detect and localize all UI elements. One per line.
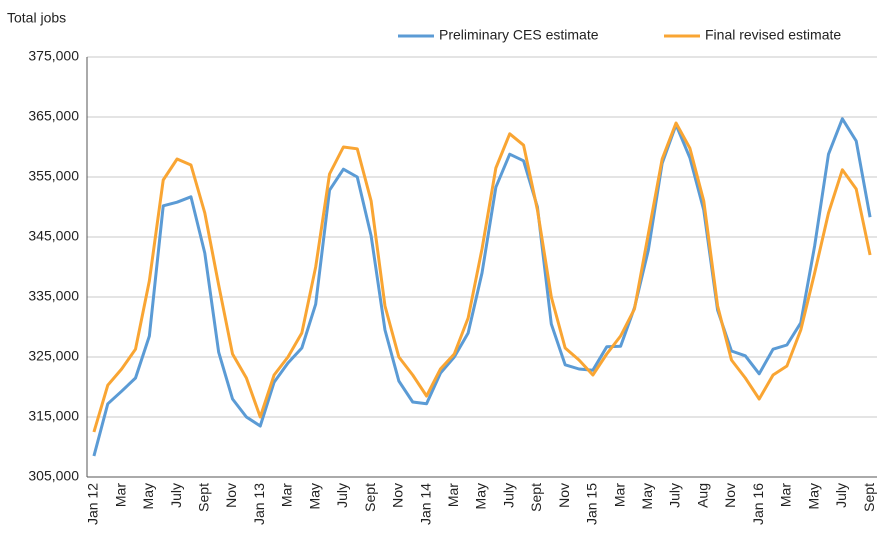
- y-tick-label: 305,000: [28, 468, 79, 484]
- x-tick-label: Mar: [279, 483, 295, 507]
- x-tick-label: Nov: [390, 483, 406, 508]
- x-tick-label: July: [667, 483, 683, 508]
- legend-label: Preliminary CES estimate: [439, 27, 599, 43]
- x-tick-label: Jan 13: [251, 483, 267, 525]
- x-tick-label: July: [500, 483, 516, 508]
- y-tick-label: 335,000: [28, 288, 79, 304]
- x-tick-label: Aug: [694, 483, 710, 508]
- data-line: [92, 117, 872, 457]
- y-tick-label: 365,000: [28, 108, 79, 124]
- x-tick-label: Mar: [112, 483, 128, 507]
- x-tick-label: May: [805, 483, 821, 509]
- y-tick-label: 325,000: [28, 348, 79, 364]
- x-tick-label: Sept: [528, 483, 544, 512]
- x-tick-label: Nov: [722, 483, 738, 508]
- y-tick-label: 315,000: [28, 408, 79, 424]
- x-tick-label: Jan 12: [85, 483, 101, 525]
- x-tick-label: Mar: [445, 483, 461, 507]
- x-tick-label: May: [473, 483, 489, 509]
- x-tick-label: Jan 16: [750, 483, 766, 525]
- x-tick-label: Sept: [196, 483, 212, 512]
- x-tick-label: Jan 15: [584, 483, 600, 525]
- x-tick-label: Jan 14: [417, 483, 433, 525]
- x-tick-label: Nov: [223, 483, 239, 508]
- x-tick-label: May: [306, 483, 322, 509]
- y-tick-label: 345,000: [28, 228, 79, 244]
- data-line: [92, 121, 872, 433]
- x-tick-label: Sept: [362, 483, 378, 512]
- y-tick-label: 355,000: [28, 168, 79, 184]
- x-tick-label: July: [168, 483, 184, 508]
- x-tick-label: May: [639, 483, 655, 509]
- x-tick-label: May: [140, 483, 156, 509]
- y-tick-label: 375,000: [28, 48, 79, 64]
- y-axis-title: Total jobs: [7, 10, 66, 26]
- x-tick-label: Nov: [556, 483, 572, 508]
- x-tick-label: Mar: [611, 483, 627, 507]
- x-tick-label: July: [334, 483, 350, 508]
- legend-label: Final revised estimate: [705, 27, 841, 43]
- x-tick-label: Mar: [778, 483, 794, 507]
- x-tick-label: Sept: [861, 483, 877, 512]
- x-tick-label: July: [833, 483, 849, 508]
